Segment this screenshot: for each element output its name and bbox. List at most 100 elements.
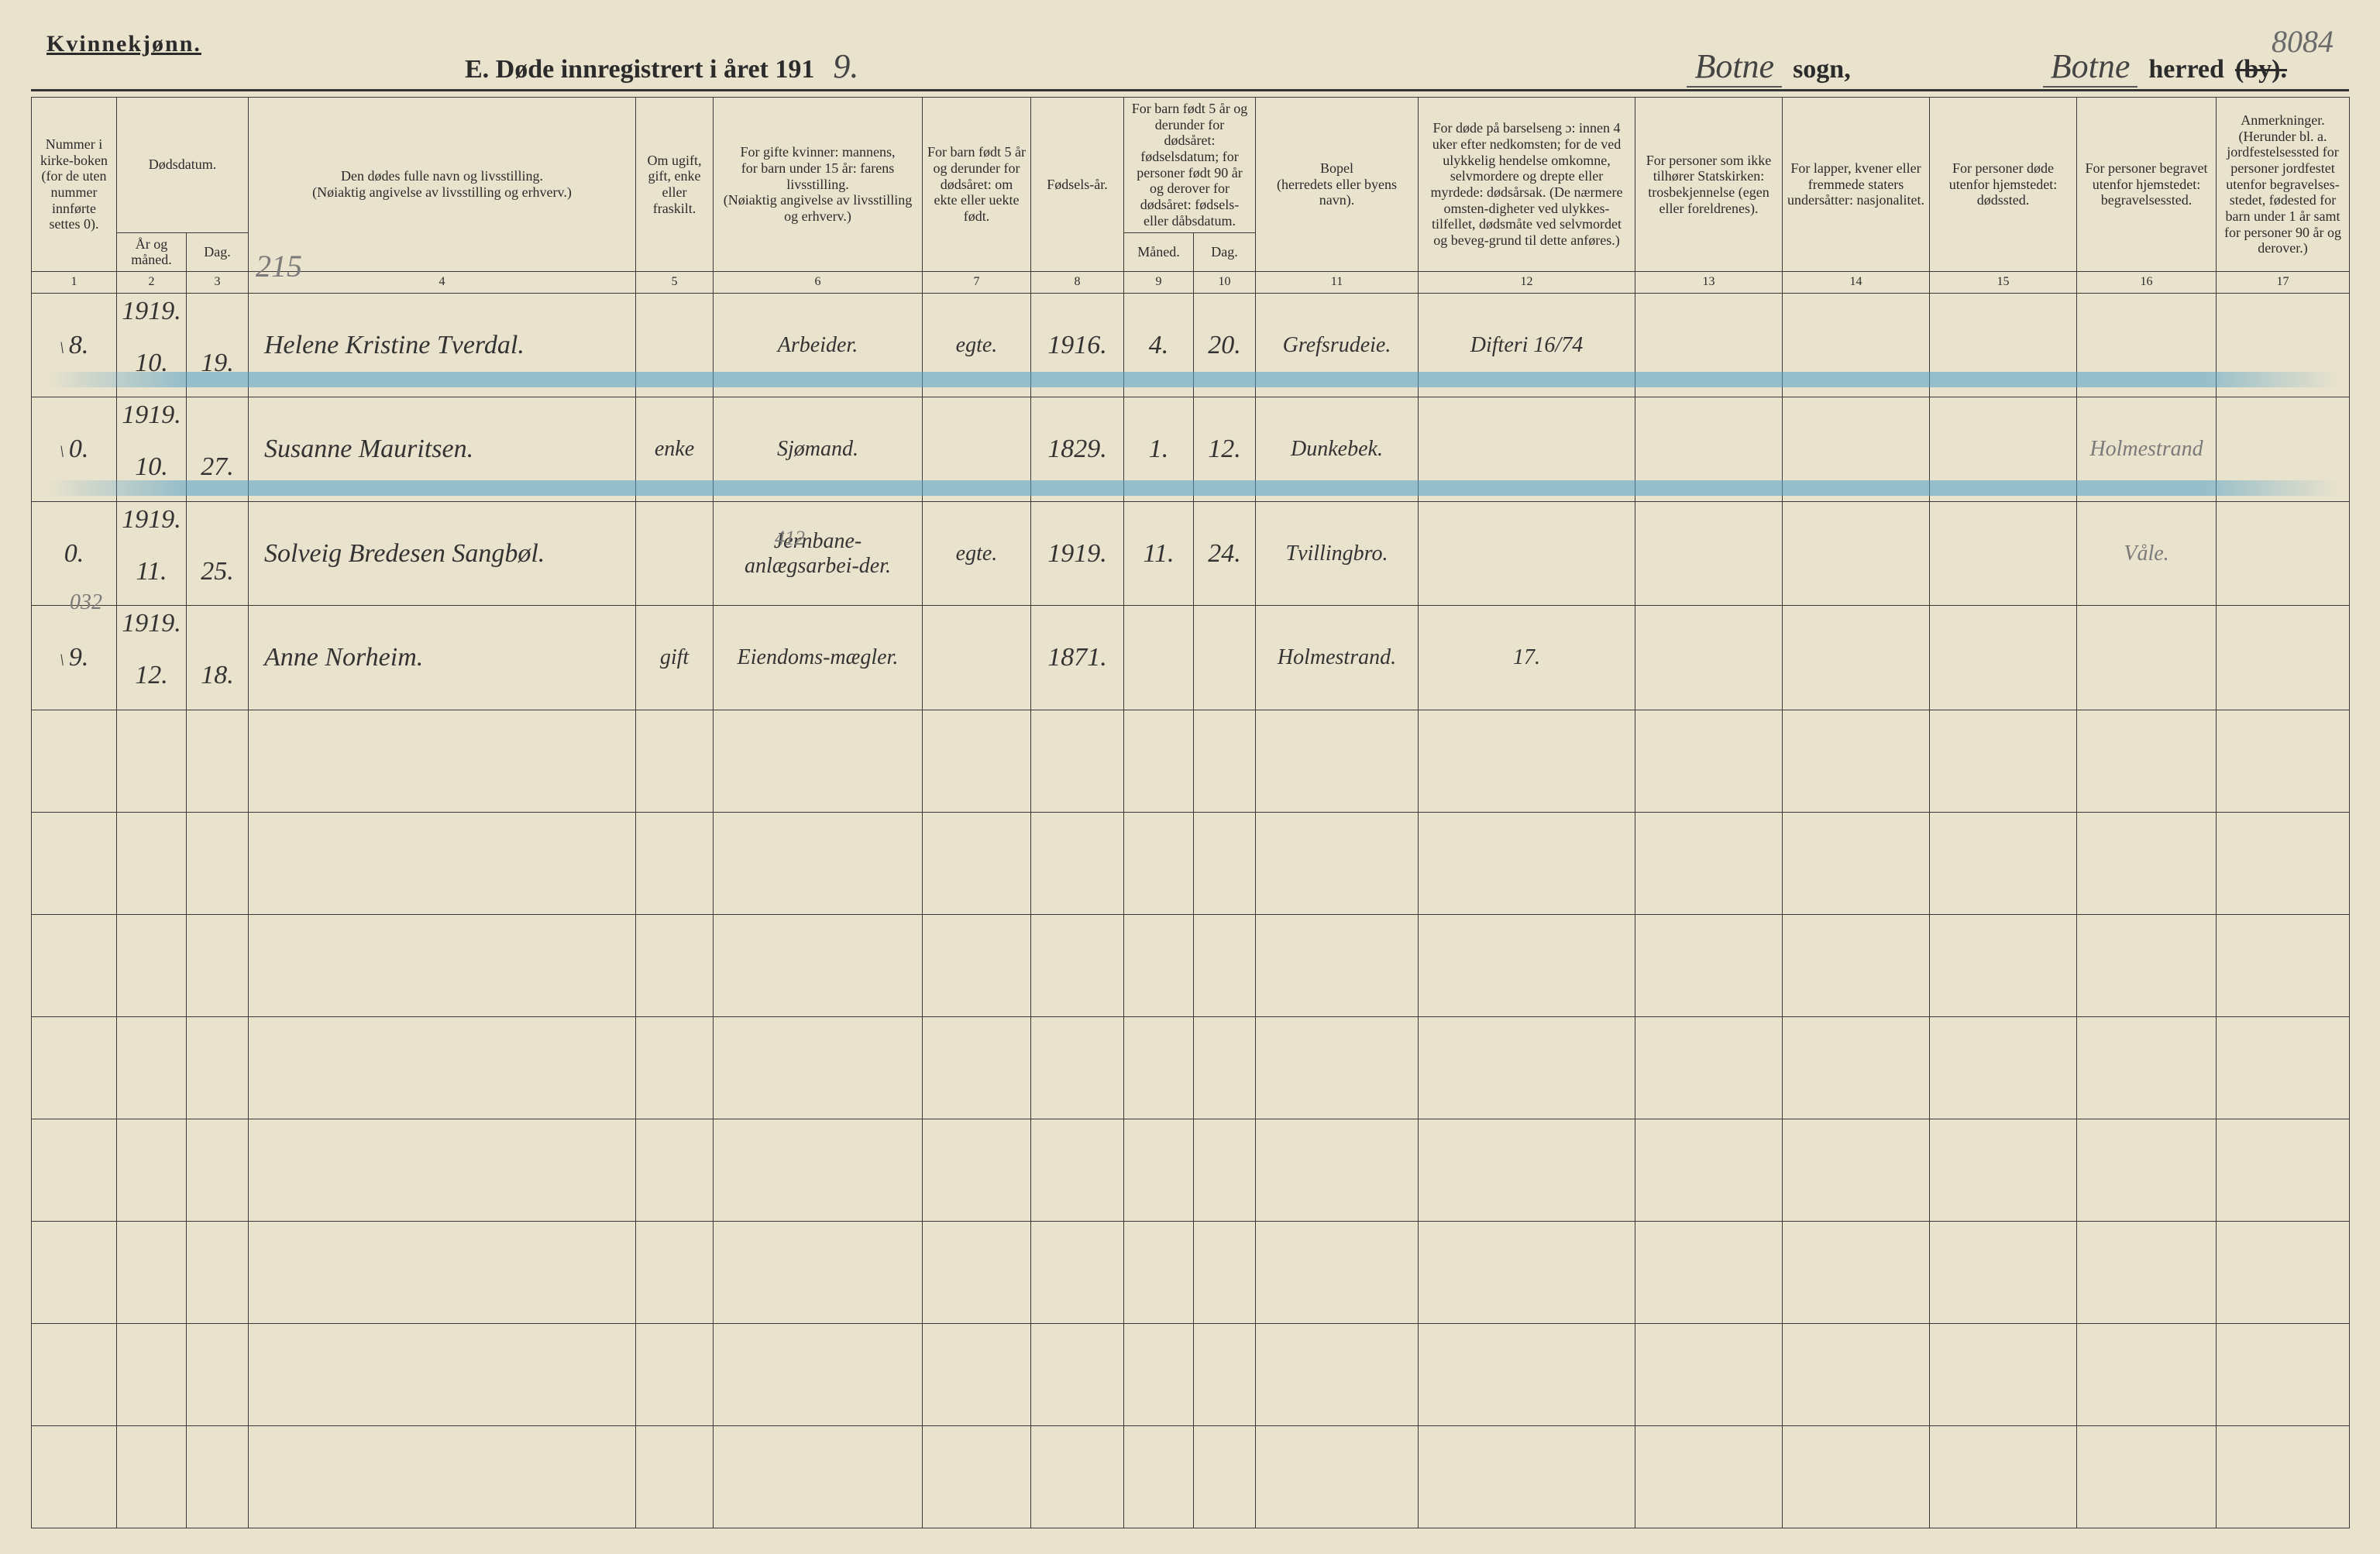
cell-bday: 24. <box>1194 501 1256 606</box>
cell-month: 11. <box>117 538 187 606</box>
cell-blank <box>32 710 117 812</box>
cell-blank <box>249 1323 636 1425</box>
cell-month: 10. <box>117 433 187 501</box>
cell-day: 18. <box>187 641 249 710</box>
cell-blank <box>187 1016 249 1119</box>
cell-name: Solveig Bredesen Sangbøl. <box>249 501 636 606</box>
col-13-header: For personer som ikke tilhører Statskirk… <box>1635 98 1783 272</box>
cell-blank <box>187 710 249 812</box>
table-row <box>32 1221 2350 1323</box>
cell-blank <box>249 1425 636 1528</box>
col-4-top: Den dødes fulle navn og livsstilling. <box>341 168 543 184</box>
cell-blank <box>1783 1221 1930 1323</box>
cell-blank <box>636 1425 714 1528</box>
cell-blank <box>1256 812 1419 914</box>
cell-status: enke <box>636 397 714 502</box>
cell-blank <box>2217 710 2350 812</box>
col-11-top: Bopel <box>1320 160 1353 176</box>
cell-blank <box>2217 1016 2350 1119</box>
cell-blank <box>714 1425 923 1528</box>
cell-blank <box>714 1119 923 1221</box>
cell-blank <box>117 1221 187 1323</box>
cell-blank <box>636 1323 714 1425</box>
cell-blank <box>1419 1119 1635 1221</box>
cell-blank <box>1124 914 1194 1016</box>
table-row: \9.1919.Anne Norheim.giftEiendoms-mægler… <box>32 606 2350 642</box>
cell-blank <box>923 1221 1031 1323</box>
cell-blank <box>1256 1323 1419 1425</box>
col-16-header: For personer begravet utenfor hjemstedet… <box>2077 98 2217 272</box>
cell-blank <box>2077 1221 2217 1323</box>
cell-blank <box>2077 914 2217 1016</box>
herred-hand: Botne <box>2043 46 2138 88</box>
cell-name: Anne Norheim. <box>249 606 636 710</box>
cell-blank <box>1256 914 1419 1016</box>
cell-blank <box>923 1323 1031 1425</box>
cell-blank <box>1194 1016 1256 1119</box>
cell-blank <box>2217 1119 2350 1221</box>
cell-blank <box>636 710 714 812</box>
cell-blank <box>32 914 117 1016</box>
cell-blank <box>249 812 636 914</box>
cell-blank <box>1031 914 1124 1016</box>
cell-status <box>636 293 714 397</box>
cell-blank <box>117 1119 187 1221</box>
cell-blank <box>1930 812 2077 914</box>
cell-blank <box>714 1323 923 1425</box>
register-page: 8084 Kvinnekjønn. E. Døde innregistrert … <box>0 0 2380 1554</box>
table-row <box>32 812 2350 914</box>
cell-blank <box>1419 710 1635 812</box>
cell-c17 <box>2217 397 2350 502</box>
cell-month: 10. <box>117 329 187 397</box>
cell-blank <box>714 914 923 1016</box>
cell-blank <box>32 1119 117 1221</box>
cell-bday: 12. <box>1194 397 1256 502</box>
cell-blank <box>2217 1323 2350 1425</box>
cell-c17 <box>2217 501 2350 606</box>
cell-c15 <box>1930 293 2077 397</box>
cell-c13 <box>1635 293 1783 397</box>
page-title: E. Døde innregistrert i året 1919. Botne… <box>465 46 2287 88</box>
cell-blank <box>32 1221 117 1323</box>
col-12-header: For døde på barselseng ɔ: innen 4 uker e… <box>1419 98 1635 272</box>
cell-legit <box>923 397 1031 502</box>
cell-year: 1919. <box>117 293 187 329</box>
table-row <box>32 1323 2350 1425</box>
cell-blank <box>249 914 636 1016</box>
cell-year: 1919. <box>117 397 187 434</box>
table-row <box>32 1119 2350 1221</box>
cell-blank <box>117 1425 187 1528</box>
cell-blank <box>1124 710 1194 812</box>
cell-spouse: Arbeider. <box>714 293 923 397</box>
cell-num: \8. <box>32 293 117 397</box>
cell-blank <box>249 1221 636 1323</box>
cell-blank <box>1031 1119 1124 1221</box>
cell-blank <box>187 1119 249 1221</box>
cell-blank <box>1419 914 1635 1016</box>
title-rule <box>31 89 2349 91</box>
colnum: 11 <box>1256 271 1419 293</box>
cell-blank <box>1635 1221 1783 1323</box>
cell-blank <box>1635 1016 1783 1119</box>
table-row <box>32 914 2350 1016</box>
cell-blank <box>1419 1016 1635 1119</box>
cell-residence: Holmestrand. <box>1256 606 1419 710</box>
col-6-header: For gifte kvinner: mannens, for barn und… <box>714 98 923 272</box>
colnum: 5 <box>636 271 714 293</box>
col-4-header: Den dødes fulle navn og livsstilling. (N… <box>249 98 636 272</box>
cell-bmonth: 11. <box>1124 501 1194 606</box>
sogn-label: sogn, <box>1793 55 1851 84</box>
cell-blank <box>32 1323 117 1425</box>
cell-cause: Difteri 16/74 <box>1419 293 1635 397</box>
cell-blank <box>1930 710 2077 812</box>
cell-blank <box>714 812 923 914</box>
cell-blank <box>1031 1221 1124 1323</box>
cell-blank <box>1256 710 1419 812</box>
cell-blank <box>187 1425 249 1528</box>
colnum: 7 <box>923 271 1031 293</box>
cell-c15 <box>1930 501 2077 606</box>
cell-blank <box>32 1425 117 1528</box>
cell-residence: Tvillingbro. <box>1256 501 1419 606</box>
col-4-sub: (Nøiaktig angivelse av livsstilling og e… <box>312 184 572 200</box>
colnum: 4 <box>249 271 636 293</box>
